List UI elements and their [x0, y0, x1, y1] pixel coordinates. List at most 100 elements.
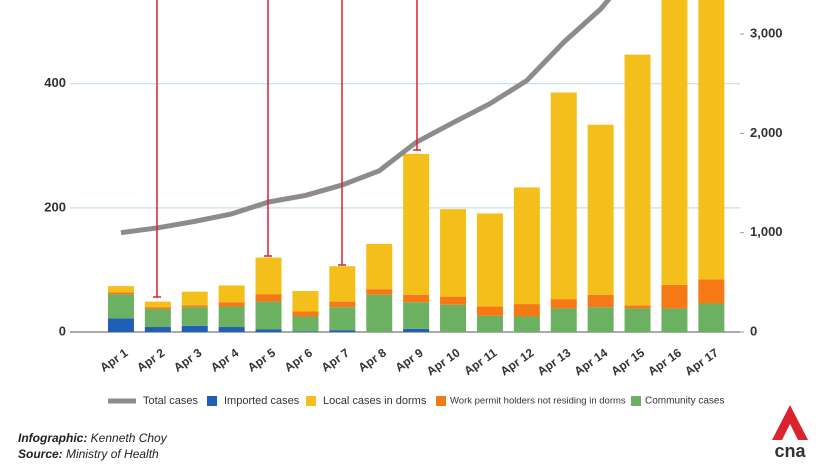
bar-segment [476, 306, 503, 316]
bar-segment [587, 124, 614, 295]
bar-segment [144, 301, 171, 308]
legend-label: Work permit holders not residing in dorm… [450, 396, 626, 407]
bar-segment [476, 315, 503, 332]
bar-segment [329, 307, 356, 331]
bar-segment [403, 294, 430, 303]
legend-label: Community cases [645, 396, 724, 407]
bars [107, 0, 725, 332]
lines [120, 0, 612, 236]
bar-segment [624, 305, 651, 309]
y2-tick-label: 1,000 [750, 224, 783, 239]
bar-segment [255, 329, 282, 332]
bar-segment [107, 292, 134, 295]
annotations [153, 0, 421, 298]
x-tick-label: Apr 10 [424, 345, 463, 378]
y2-tick-label: 2,000 [750, 125, 783, 140]
legend-swatch [631, 396, 641, 406]
x-tick-label: Apr 2 [134, 345, 167, 374]
bar-segment [181, 325, 208, 332]
bar-segment [550, 299, 577, 309]
bar-segment [366, 243, 393, 290]
source: Source: Ministry of Health [18, 447, 159, 461]
bar-segment [661, 284, 688, 309]
x-tick-label: Apr 4 [208, 345, 241, 374]
bar-segment [587, 307, 614, 332]
x-tick-label: Apr 5 [245, 345, 278, 374]
line-series [120, 0, 612, 236]
source-label: Source: [18, 447, 63, 461]
bar-segment [661, 0, 688, 285]
logo-text: cna [774, 441, 806, 461]
bar-segment [107, 318, 134, 332]
credit: Infographic: Kenneth Choy [18, 431, 168, 445]
bar-segment [513, 316, 540, 332]
bar-segment [476, 213, 503, 307]
logo: cna [772, 405, 808, 461]
bar-segment [624, 308, 651, 332]
x-tick-label: Apr 15 [608, 345, 647, 378]
bar-segment [698, 279, 725, 304]
bar-segment [329, 301, 356, 308]
bar-segment [181, 291, 208, 306]
x-tick-label: Apr 17 [682, 345, 721, 378]
bar-segment [698, 0, 725, 280]
bar-segment [218, 327, 245, 332]
bar-segment [587, 294, 614, 308]
legend-label: Imported cases [224, 395, 300, 407]
bar-segment [440, 296, 467, 305]
bar-segment [181, 305, 208, 308]
x-tick-label: Apr 14 [572, 345, 611, 378]
bar-segment [107, 294, 134, 319]
x-tick-label: Apr 16 [645, 345, 684, 378]
bar-segment [292, 316, 319, 332]
y2-tick-label: 0 [750, 323, 757, 338]
y2-tick-label: 3,000 [750, 26, 783, 41]
legend-label: Local cases in dorms [323, 395, 427, 407]
legend-swatch [207, 396, 217, 406]
y-tick-label: 0 [59, 323, 66, 338]
bar-segment [144, 309, 171, 328]
bar-segment [144, 327, 171, 332]
bar-segment [255, 257, 282, 295]
bar-segment [255, 294, 282, 302]
bar-segment [440, 209, 467, 297]
credit-name: Kenneth Choy [87, 431, 167, 445]
bar-segment [144, 307, 171, 310]
bar-segment [329, 266, 356, 302]
bar-segment [292, 311, 319, 317]
x-tick-label: Apr 13 [535, 345, 574, 378]
x-tick-label: Apr 6 [282, 345, 315, 374]
legend-swatch [306, 396, 316, 406]
bar-segment [366, 289, 393, 295]
bar-segment [255, 301, 282, 330]
credit-label: Infographic: [18, 431, 87, 445]
x-tick-label: Apr 1 [97, 345, 130, 374]
bar-segment [366, 294, 393, 332]
x-tick-label: Apr 7 [319, 345, 352, 374]
bar-segment [218, 285, 245, 303]
bar-segment [292, 291, 319, 312]
x-tick-label: Apr 8 [356, 345, 389, 374]
legend-swatch [436, 396, 446, 406]
bar-segment [403, 302, 430, 329]
bar-segment [440, 304, 467, 332]
x-tick-label: Apr 12 [498, 345, 537, 378]
x-tick-label: Apr 9 [393, 345, 426, 374]
source-name: Ministry of Health [63, 447, 159, 461]
bar-segment [292, 331, 319, 332]
legend-label: Total cases [143, 395, 199, 407]
bar-segment [698, 303, 725, 332]
bar-segment [329, 330, 356, 332]
bar-segment [513, 304, 540, 317]
bar-segment [624, 54, 651, 306]
bar-segment [403, 328, 430, 332]
y-tick-label: 200 [44, 199, 66, 214]
bar-segment [218, 306, 245, 328]
bar-segment [403, 153, 430, 295]
bar-segment [181, 307, 208, 326]
bar-segment [550, 308, 577, 332]
bar-segment [513, 187, 540, 305]
bar-segment [661, 308, 688, 332]
y-tick-label: 400 [44, 75, 66, 90]
